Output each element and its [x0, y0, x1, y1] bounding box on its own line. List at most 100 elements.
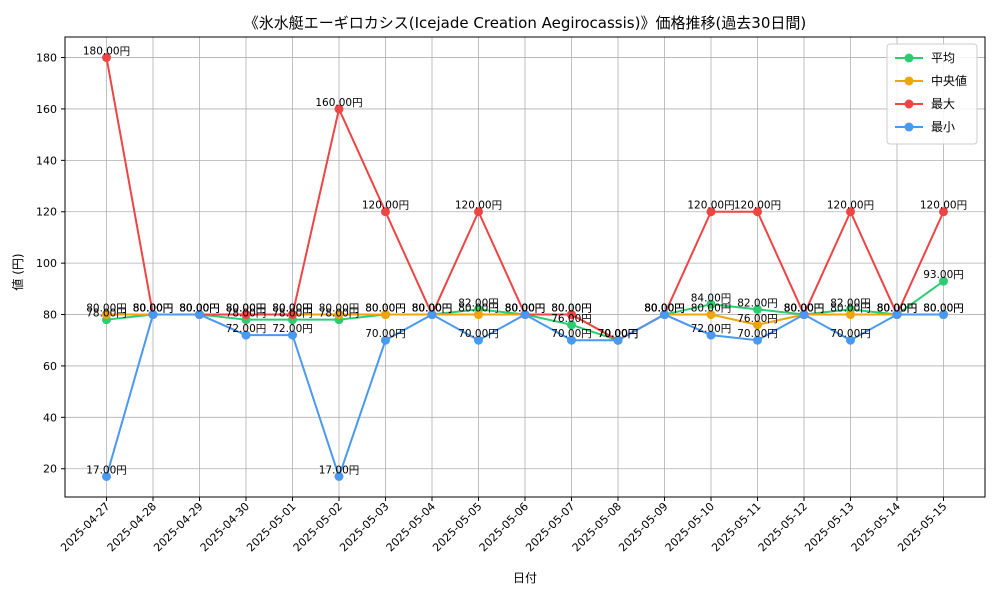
data-point: [567, 335, 576, 345]
data-point: [660, 310, 669, 320]
data-point: [939, 276, 948, 286]
data-label: 70.00円: [458, 328, 499, 340]
data-label: 80.00円: [226, 303, 267, 315]
y-tick-label: 160: [36, 103, 57, 116]
data-point: [474, 207, 483, 217]
x-axis-label: 日付: [513, 571, 537, 585]
data-point: [753, 320, 762, 330]
legend-marker: [904, 53, 914, 63]
data-point: [102, 310, 111, 320]
data-point: [474, 310, 483, 320]
data-label: 80.00円: [365, 303, 406, 315]
data-label: 80.00円: [505, 303, 546, 315]
data-label: 80.00円: [877, 303, 918, 315]
data-label: 80.00円: [691, 303, 732, 315]
data-label: 80.00円: [179, 303, 220, 315]
data-label: 80.00円: [179, 303, 220, 315]
legend-marker: [904, 76, 914, 86]
data-point: [706, 310, 716, 320]
data-label: 120.00円: [687, 200, 734, 212]
data-point: [288, 310, 297, 320]
data-label: 80.00円: [784, 303, 825, 315]
data-label: 80.00円: [319, 303, 360, 315]
data-label: 80.00円: [133, 303, 174, 315]
legend-box: [886, 43, 978, 145]
data-label: 17.00円: [86, 464, 127, 476]
legend-label: 平均: [931, 51, 955, 65]
data-label: 80.00円: [551, 303, 592, 315]
data-label: 82.00円: [737, 297, 778, 309]
data-label: 80.00円: [365, 303, 406, 315]
data-label: 80.00円: [644, 303, 685, 315]
data-point: [427, 310, 437, 320]
y-tick-label: 80: [43, 309, 57, 322]
data-label: 78.00円: [226, 308, 267, 320]
data-label: 80.00円: [505, 303, 546, 315]
data-point: [567, 310, 576, 320]
data-point: [334, 471, 344, 481]
data-point: [334, 310, 344, 320]
data-label: 120.00円: [455, 200, 502, 212]
data-label: 80.00円: [133, 303, 174, 315]
data-label: 80.00円: [505, 303, 546, 315]
data-point: [706, 330, 716, 340]
data-label: 80.00円: [179, 303, 220, 315]
data-label: 80.00円: [226, 303, 267, 315]
data-label: 82.00円: [830, 297, 871, 309]
data-point: [846, 207, 855, 217]
data-point: [753, 304, 762, 314]
legend-label: 最小: [931, 120, 955, 134]
data-point: [381, 207, 390, 217]
y-tick-label: 120: [36, 206, 57, 219]
y-tick-label: 180: [36, 52, 57, 65]
data-label: 80.00円: [133, 303, 174, 315]
data-labels: 78.00円 80.00円 80.00円 78.00円 78.00円 78.00円 80.0…: [83, 46, 967, 477]
legend-label: 最大: [931, 97, 955, 111]
data-label: 80.00円: [179, 303, 220, 315]
data-label: 82.00円: [458, 297, 499, 309]
data-point: [846, 310, 855, 320]
data-label: 80.00円: [272, 303, 313, 315]
data-point: [753, 335, 762, 345]
data-point: [241, 310, 251, 320]
x-tick-label: 2025-05-15: [895, 500, 949, 554]
data-label: 120.00円: [734, 200, 781, 212]
data-label: 80.00円: [877, 303, 918, 315]
data-label: 76.00円: [551, 313, 592, 325]
data-label: 70.00円: [830, 328, 871, 340]
data-label: 80.00円: [923, 303, 964, 315]
data-label: 72.00円: [272, 323, 313, 335]
data-label: 80.00円: [505, 303, 546, 315]
data-point: [102, 471, 111, 481]
data-label: 80.00円: [784, 303, 825, 315]
data-label: 160.00円: [315, 97, 362, 109]
data-label: 70.00円: [737, 328, 778, 340]
y-tick-label: 140: [36, 154, 57, 167]
data-point: [939, 207, 948, 217]
data-point: [846, 335, 855, 345]
data-label: 70.00円: [598, 328, 639, 340]
data-label: 80.00円: [877, 303, 918, 315]
data-label: 72.00円: [226, 323, 267, 335]
y-tick-label: 100: [36, 257, 57, 270]
data-label: 78.00円: [86, 308, 127, 320]
data-label: 80.00円: [784, 303, 825, 315]
data-point: [195, 310, 204, 320]
data-label: 80.00円: [877, 303, 918, 315]
data-label: 70.00円: [365, 328, 406, 340]
data-point: [799, 310, 809, 320]
data-point: [102, 53, 111, 63]
axes: 204060801001201401601802025-04-272025-04…: [36, 36, 986, 554]
y-tick-label: 40: [43, 411, 57, 424]
data-label: 17.00円: [319, 464, 360, 476]
data-label: 80.00円: [458, 303, 499, 315]
data-label: 80.00円: [644, 303, 685, 315]
data-label: 78.00円: [319, 308, 360, 320]
data-label: 80.00円: [412, 303, 453, 315]
data-label: 120.00円: [920, 200, 967, 212]
data-label: 70.00円: [598, 328, 639, 340]
data-point: [334, 104, 344, 114]
